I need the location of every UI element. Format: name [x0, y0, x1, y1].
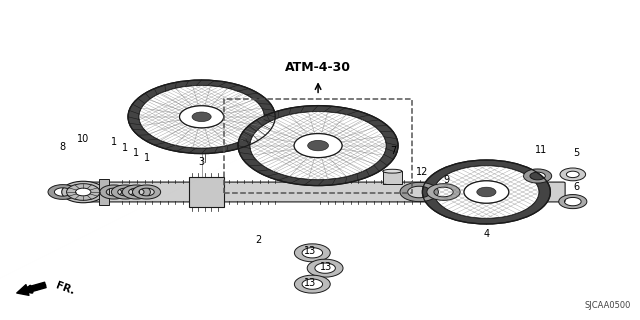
FancyArrowPatch shape: [17, 282, 46, 295]
Text: 5: 5: [573, 148, 579, 158]
Circle shape: [294, 134, 342, 158]
Bar: [99, 179, 109, 205]
Wedge shape: [238, 106, 398, 186]
Wedge shape: [100, 185, 128, 199]
Text: SJCAA0500: SJCAA0500: [584, 301, 630, 310]
Circle shape: [464, 181, 509, 203]
Circle shape: [179, 106, 224, 128]
Circle shape: [477, 187, 496, 197]
Text: ATM-4-30: ATM-4-30: [285, 60, 351, 74]
Bar: [224, 99, 412, 193]
Wedge shape: [427, 184, 460, 200]
Wedge shape: [294, 244, 330, 262]
Circle shape: [67, 184, 100, 200]
Circle shape: [308, 140, 328, 151]
Wedge shape: [139, 85, 264, 148]
Text: 12: 12: [416, 167, 429, 177]
Text: 2: 2: [255, 235, 262, 245]
Bar: [383, 171, 402, 184]
Wedge shape: [422, 160, 550, 224]
Circle shape: [566, 171, 579, 178]
Wedge shape: [307, 259, 343, 277]
Wedge shape: [132, 185, 161, 199]
Wedge shape: [111, 185, 140, 199]
Circle shape: [192, 112, 211, 122]
Text: 13: 13: [304, 246, 317, 256]
Circle shape: [560, 168, 586, 181]
Text: 1: 1: [143, 153, 150, 163]
Ellipse shape: [383, 169, 402, 173]
Text: 11: 11: [534, 145, 547, 156]
Circle shape: [76, 188, 91, 196]
Circle shape: [61, 181, 105, 203]
Polygon shape: [35, 285, 46, 290]
Text: 7: 7: [390, 146, 397, 156]
Wedge shape: [400, 182, 438, 202]
Wedge shape: [250, 112, 386, 180]
Text: FR.: FR.: [54, 281, 76, 297]
Text: 6: 6: [573, 181, 579, 192]
Wedge shape: [524, 169, 552, 183]
Wedge shape: [434, 166, 539, 218]
Text: 8: 8: [60, 142, 66, 152]
Wedge shape: [294, 275, 330, 293]
Text: 4: 4: [483, 229, 490, 239]
Text: 10: 10: [77, 134, 90, 144]
Text: 1: 1: [122, 143, 129, 153]
Text: 9: 9: [443, 175, 449, 185]
Bar: [189, 177, 224, 207]
Text: 13: 13: [320, 261, 333, 272]
Text: 1: 1: [133, 148, 140, 158]
Text: 3: 3: [198, 156, 205, 167]
FancyBboxPatch shape: [81, 182, 565, 202]
Wedge shape: [559, 195, 587, 209]
Text: 13: 13: [304, 277, 317, 288]
Wedge shape: [128, 80, 275, 154]
Text: 1: 1: [111, 137, 117, 148]
Bar: [454, 180, 493, 204]
Wedge shape: [122, 185, 150, 199]
Wedge shape: [48, 185, 77, 199]
